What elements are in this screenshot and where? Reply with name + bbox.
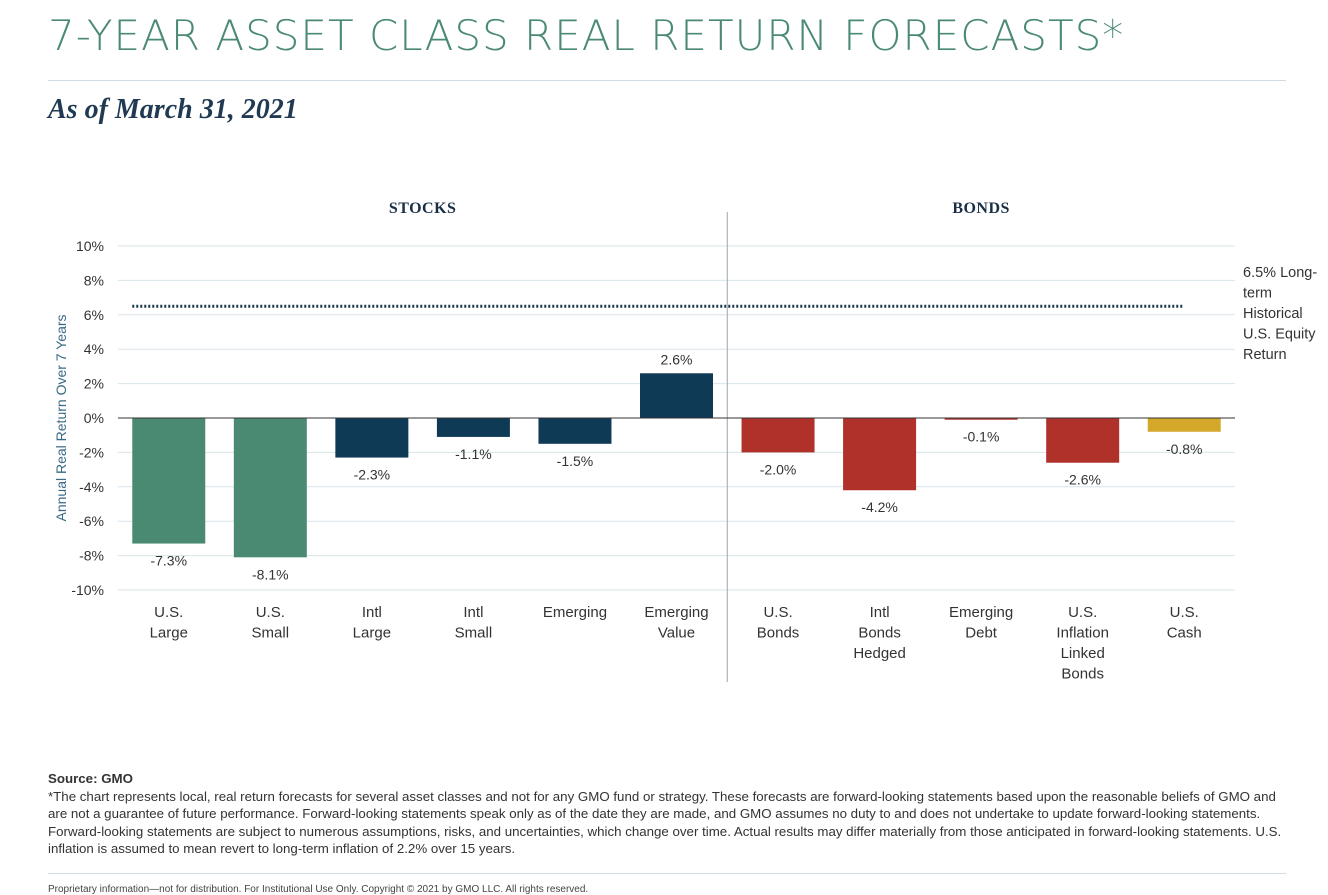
data-label: -1.1% [455, 446, 492, 462]
x-tick-label-line: Intl [463, 604, 483, 621]
x-tick-label-line: Linked [1061, 645, 1105, 662]
bar [843, 418, 917, 491]
y-tick-label: 4% [84, 341, 104, 357]
x-tick-label-line: Debt [965, 625, 998, 642]
x-tick-label-line: Emerging [543, 604, 607, 621]
x-tick-label-line: U.S. [1068, 604, 1097, 621]
reference-label-line: 6.5% Long- [1243, 265, 1317, 281]
y-tick-label: 6% [84, 307, 104, 323]
bar [1147, 418, 1221, 432]
x-tick-label-line: Large [150, 625, 188, 642]
data-label: -2.6% [1064, 472, 1101, 488]
x-tick-label: Emerging Debt [949, 604, 1013, 642]
group-headers: STOCKS BONDS [389, 200, 1010, 217]
page-title: 7-YEAR ASSET CLASS REAL RETURN FORECASTS… [48, 11, 1125, 60]
data-label: -1.5% [557, 453, 594, 469]
x-tick-label-line: Hedged [853, 645, 906, 662]
y-axis-label: Annual Real Return Over 7 Years [53, 314, 69, 521]
disclaimer-text: *The chart represents local, real return… [48, 788, 1282, 857]
x-tick-label: U.S. Inflation Linked Bonds [1056, 604, 1109, 683]
y-axis-ticks: 10% 8% 6% 4% 2% 0% -2% -4% -6% -8% -10% [71, 238, 104, 598]
value-labels: -7.3% -8.1% -2.3% -1.1% -1.5% 2.6% -2.0% -4.2% -… [150, 351, 1202, 582]
reference-label-line: Return [1243, 347, 1287, 363]
x-tick-label-line: Large [353, 625, 391, 642]
x-tick-label-line: Value [658, 625, 695, 642]
reference-label-line: Historical [1243, 306, 1303, 322]
y-tick-label: 10% [76, 238, 104, 254]
source-note: Source: GMO [48, 771, 133, 786]
x-tick-label-line: U.S. [256, 604, 285, 621]
x-tick-label-line: Bonds [1061, 666, 1104, 683]
bar [335, 418, 409, 458]
y-tick-label: 2% [84, 376, 104, 392]
x-tick-label: Emerging [543, 604, 607, 621]
group-header: STOCKS [389, 200, 457, 217]
bar [233, 418, 307, 558]
group-header: BONDS [952, 200, 1010, 217]
data-label: -8.1% [252, 566, 289, 582]
y-tick-label: -10% [71, 582, 104, 598]
footer-text: Proprietary information—not for distribu… [48, 884, 589, 895]
reference-label-line: U.S. Equity [1243, 327, 1316, 343]
x-tick-label: U.S. Small [252, 604, 290, 642]
y-tick-label: -6% [79, 513, 104, 529]
x-tick-label: Emerging Value [644, 604, 708, 642]
x-tick-label-line: U.S. [763, 604, 792, 621]
reference-line-label: 6.5% Long-term Historical U.S. Equity Retur… [1243, 265, 1317, 363]
data-label: 2.6% [661, 351, 693, 367]
x-tick-label-line: Cash [1167, 625, 1202, 642]
bars [132, 373, 1221, 558]
x-tick-label: U.S. Bonds [757, 604, 800, 642]
bar [132, 418, 206, 544]
x-tick-label-line: Bonds [757, 625, 800, 642]
bar [1046, 418, 1120, 463]
x-tick-label-line: Small [455, 625, 493, 642]
x-tick-label-line: Emerging [949, 604, 1013, 621]
x-tick-label-line: Intl [362, 604, 382, 621]
data-label: -2.0% [760, 461, 797, 477]
chart-notes: Source: GMO *The chart represents local,… [48, 770, 1288, 858]
y-tick-label: 8% [84, 272, 104, 288]
x-tick-label: U.S. Large [150, 604, 188, 642]
bar [741, 418, 815, 453]
data-label: -2.3% [354, 467, 391, 483]
x-tick-label-line: Intl [870, 604, 890, 621]
bar [436, 418, 510, 437]
bar [944, 418, 1018, 420]
footer-divider [48, 873, 1286, 874]
bar [538, 418, 612, 444]
x-tick-label-line: Bonds [858, 625, 901, 642]
x-axis-labels: U.S. Large U.S. Small Intl Large Intl Small Emer… [150, 604, 1202, 683]
y-tick-label: 0% [84, 410, 104, 426]
y-tick-label: -8% [79, 548, 104, 564]
x-tick-label: Intl Large [353, 604, 391, 642]
x-tick-label-line: Emerging [644, 604, 708, 621]
y-tick-label: -4% [79, 479, 104, 495]
x-tick-label-line: U.S. [154, 604, 183, 621]
y-tick-label: -2% [79, 444, 104, 460]
bar [640, 373, 713, 418]
x-tick-label-line: U.S. [1170, 604, 1199, 621]
x-tick-label: Intl Bonds Hedged [853, 604, 906, 662]
data-label: -7.3% [150, 553, 187, 569]
data-label: -0.8% [1166, 441, 1203, 457]
x-tick-label-line: Inflation [1056, 625, 1109, 642]
page-subtitle: As of March 31, 2021 [48, 94, 298, 125]
chart: 10% 8% 6% 4% 2% 0% -2% -4% -6% -8% -10% Annual Rea… [53, 200, 1317, 683]
data-label: -4.2% [861, 499, 898, 515]
reference-label-line: term [1243, 286, 1272, 302]
x-tick-label-line: Small [252, 625, 290, 642]
x-tick-label: Intl Small [455, 604, 493, 642]
title-divider [48, 80, 1286, 81]
data-label: -0.1% [963, 429, 1000, 445]
x-tick-label: U.S. Cash [1167, 604, 1202, 642]
